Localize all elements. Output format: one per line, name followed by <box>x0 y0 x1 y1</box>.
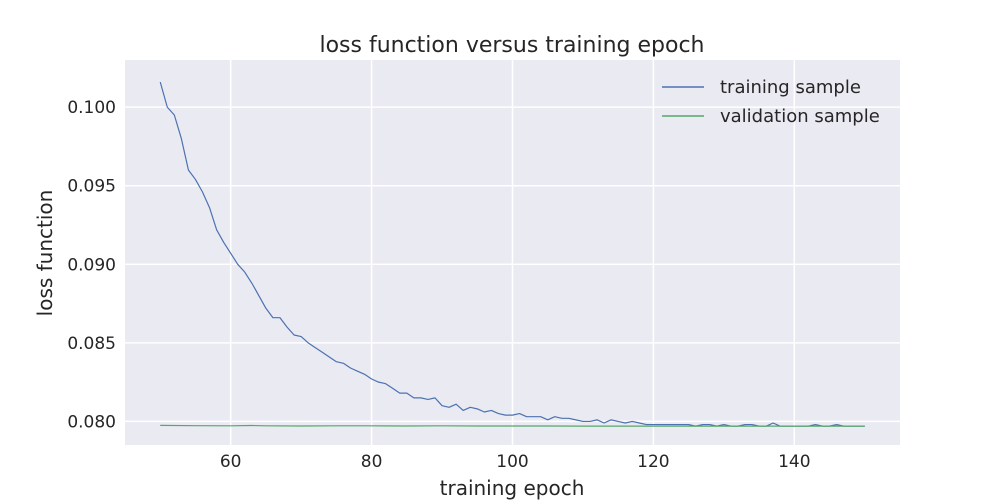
chart-title: loss function versus training epoch <box>319 33 704 58</box>
y-tick-label: 0.100 <box>67 98 116 118</box>
y-tick-label: 0.090 <box>67 255 116 275</box>
series-line-1 <box>160 424 865 427</box>
y-tick-label: 0.085 <box>67 334 116 354</box>
series-layer <box>159 81 865 427</box>
y-axis-label: loss function <box>33 190 57 317</box>
legend: training sample validation sample <box>662 77 880 127</box>
legend-label-1: validation sample <box>720 106 880 127</box>
legend-label-0: training sample <box>720 77 861 98</box>
x-tick-label: 60 <box>220 452 242 472</box>
x-tick-label: 100 <box>496 452 528 472</box>
x-tick-label: 120 <box>637 452 669 472</box>
y-tick-label: 0.080 <box>67 412 116 432</box>
grid-lines <box>125 60 900 445</box>
x-axis-label: training epoch <box>440 476 585 500</box>
y-axis-ticks: 0.080 0.085 0.090 0.095 0.100 <box>67 98 116 432</box>
y-tick-label: 0.095 <box>67 177 116 197</box>
x-tick-label: 140 <box>778 452 810 472</box>
series-line-0 <box>159 81 865 427</box>
x-tick-label: 80 <box>361 452 383 472</box>
x-axis-ticks: 60 80 100 120 140 <box>220 452 811 472</box>
